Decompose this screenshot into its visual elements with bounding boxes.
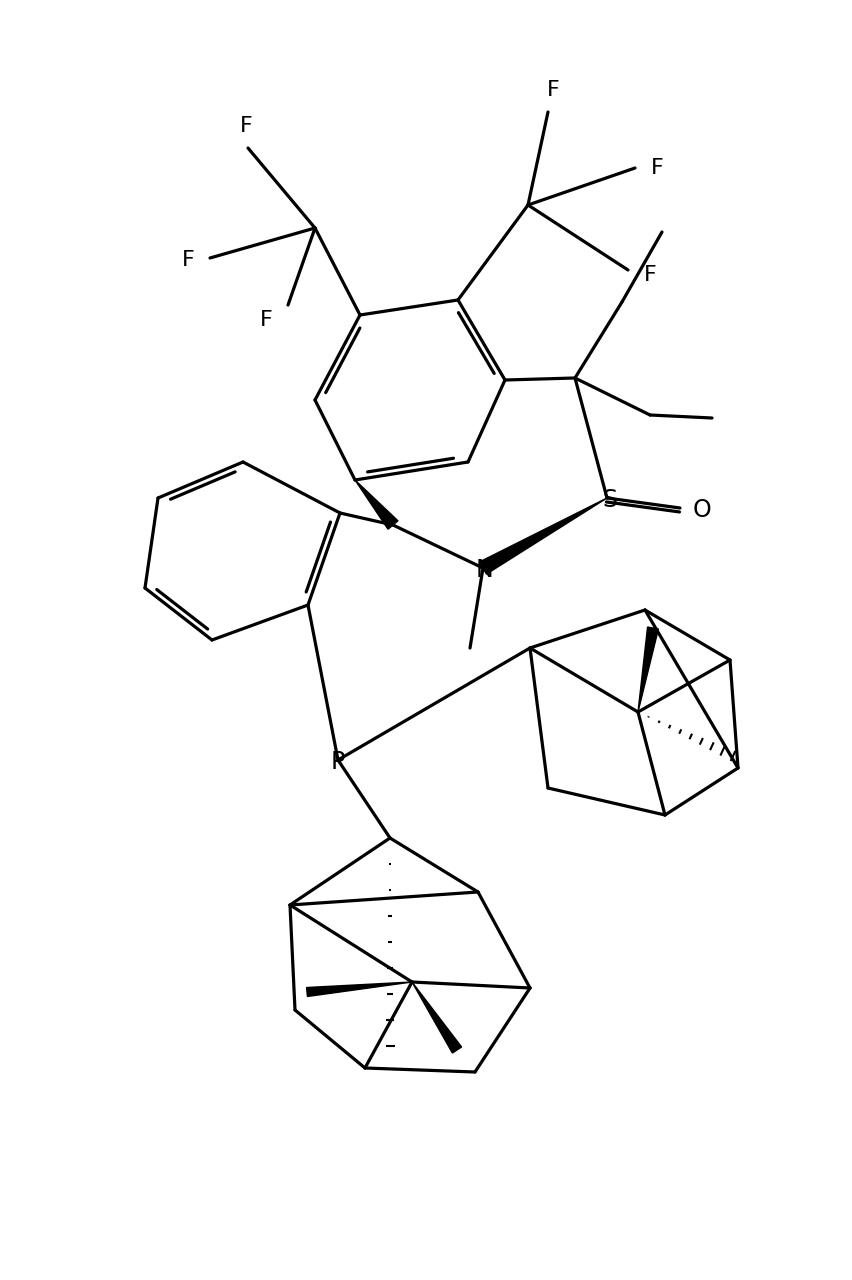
Text: F: F — [643, 265, 656, 285]
Text: F: F — [651, 157, 664, 178]
Polygon shape — [412, 982, 462, 1053]
Text: P: P — [331, 750, 345, 774]
Text: F: F — [260, 310, 273, 330]
Text: F: F — [547, 79, 560, 100]
Text: F: F — [239, 116, 252, 136]
Text: F: F — [181, 250, 194, 270]
Polygon shape — [307, 982, 412, 996]
Text: O: O — [693, 498, 711, 522]
Polygon shape — [638, 627, 659, 712]
Text: S: S — [602, 488, 618, 512]
Polygon shape — [355, 480, 398, 529]
Polygon shape — [480, 498, 607, 575]
Text: N: N — [476, 558, 494, 582]
